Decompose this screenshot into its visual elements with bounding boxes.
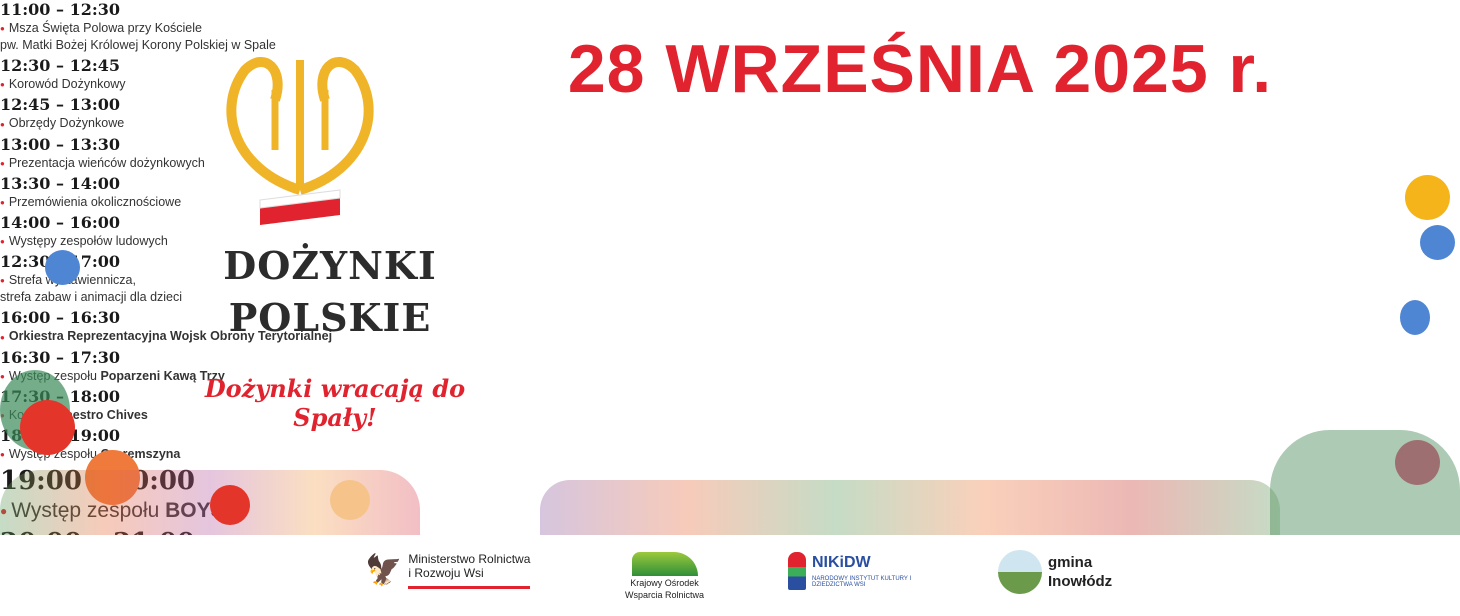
footer-sponsors <box>0 535 1460 616</box>
brand-line-2: POLSKIE <box>228 295 432 340</box>
schedule-item-text: Przemówienia okolicznościowe <box>8 194 182 209</box>
schedule-item-text: strefa zabaw i animacji dla dzieci <box>0 290 183 305</box>
schedule-item: ● Msza Święta Polowa przy Kościele <box>0 20 316 37</box>
logo-gmina-line1: gmina <box>1048 554 1093 571</box>
schedule-time: 14:00 – 16:00 <box>0 213 121 233</box>
tagline: Dożynki wracają do Spały! <box>204 374 466 432</box>
schedule-item-performer: Orkiestra Reprezentacyjna Wojsk Obrony T… <box>8 329 333 344</box>
schedule-time: 13:00 – 13:30 <box>0 134 121 154</box>
logo-kowr-line1: Krajowy Ośrodek <box>630 578 699 588</box>
schedule-item-text: Występy zespołów ludowych <box>8 234 168 249</box>
schedule-time: 13:30 – 14:00 <box>0 173 121 193</box>
bullet-icon: ● <box>0 276 5 286</box>
schedule-item: ● Orkiestra Reprezentacyjna Wojsk Obrony … <box>0 328 400 345</box>
schedule-item-text: pw. Matki Bożej Królowej Korony Polskiej… <box>0 38 276 53</box>
logo-gmina-inowlodz: gmina Inowłódz <box>998 550 1112 594</box>
schedule-item-text: Prezentacja wieńców dożynkowych <box>8 155 205 170</box>
bullet-icon: ● <box>0 504 8 519</box>
event-date-title: 28 WRZEŚNIA 2025 r. <box>567 31 1273 107</box>
wheat-crown-logo <box>226 57 374 225</box>
bullet-icon: ● <box>0 119 5 129</box>
bullet-icon: ● <box>0 237 5 247</box>
schedule-time: 11:00 – 12:30 <box>0 0 121 19</box>
schedule-item: ● Występy zespołów ludowych <box>0 233 316 250</box>
bullet-icon: ● <box>0 80 5 90</box>
schedule-entry: 16:00 – 16:30 ● Orkiestra Reprezentacyjna … <box>0 308 400 347</box>
schedule-item-text: Obrzędy Dożynkowe <box>8 116 125 131</box>
nikidw-plant-icon <box>788 552 806 590</box>
schedule-time: 12:30 – 12:45 <box>0 56 121 76</box>
eagle-emblem-icon: 🦅 <box>365 554 403 587</box>
bullet-icon: ● <box>0 198 5 208</box>
schedule-time: 16:30 – 17:30 <box>0 347 121 367</box>
bullet-icon: ● <box>0 24 5 34</box>
schedule-item: ● Występ zespołu BOYS <box>0 497 400 525</box>
logo-kowr-line2: Wsparcia Rolnictwa <box>625 590 705 600</box>
schedule-time: 12:45 – 13:00 <box>0 95 121 115</box>
kowr-fields-icon <box>631 552 698 576</box>
schedule-item: ● Prezentacja wieńców dożynkowych <box>0 155 316 172</box>
schedule-item-performer: Poparzeni Kawą Trzy <box>100 368 225 383</box>
bullet-icon: ● <box>0 450 5 460</box>
schedule-item: strefa zabaw i animacji dla dzieci <box>0 289 316 306</box>
logo-nikidw-desc: NARODOWY INSTYTUT KULTURY I DZIEDZICTWA … <box>812 576 912 588</box>
schedule-item: ● Przemówienia okolicznościowe <box>0 194 316 211</box>
schedule-left-column: 11:00 – 12:30 ● Msza Święta Polowa przy Ko… <box>0 0 316 308</box>
schedule-item-text: Msza Święta Polowa przy Kościele <box>8 21 202 35</box>
schedule-item-performer: BOYS <box>165 499 225 523</box>
logo-nikidw-name: NIKiDW <box>812 554 871 571</box>
logo-gmina-line2: Inowłódz <box>1048 573 1113 590</box>
logo-ministry-line1: Ministerstwo Rolnictwa <box>408 552 531 566</box>
schedule-time: 16:00 – 16:30 <box>0 308 121 328</box>
bullet-icon: ● <box>0 158 5 168</box>
schedule-item-text: Korowód Dożynkowy <box>8 77 126 92</box>
logo-kowr: Krajowy Ośrodek Wsparcia Rolnictwa <box>625 552 704 600</box>
schedule-item-text: Występ zespołu <box>11 499 166 523</box>
brand-line-1: DOŻYNKI <box>223 243 437 288</box>
schedule-item: ● Korowód Dożynkowy <box>0 76 316 93</box>
schedule-item: ● Obrzędy Dożynkowe <box>0 115 316 132</box>
schedule-item: pw. Matki Bożej Królowej Korony Polskiej… <box>0 37 316 54</box>
bullet-icon: ● <box>0 371 5 381</box>
logo-nikidw: NIKiDW NARODOWY INSTYTUT KULTURY I DZIED… <box>788 552 927 590</box>
schedule-item-performer: Maestro Chives <box>55 407 148 422</box>
gmina-landscape-icon <box>998 550 1042 594</box>
logo-ministry: 🦅 Ministerstwo Rolnictwa i Rozwoju Wsi <box>365 552 531 589</box>
logo-ministry-line2: i Rozwoju Wsi <box>408 566 484 580</box>
bullet-icon: ● <box>0 332 5 342</box>
